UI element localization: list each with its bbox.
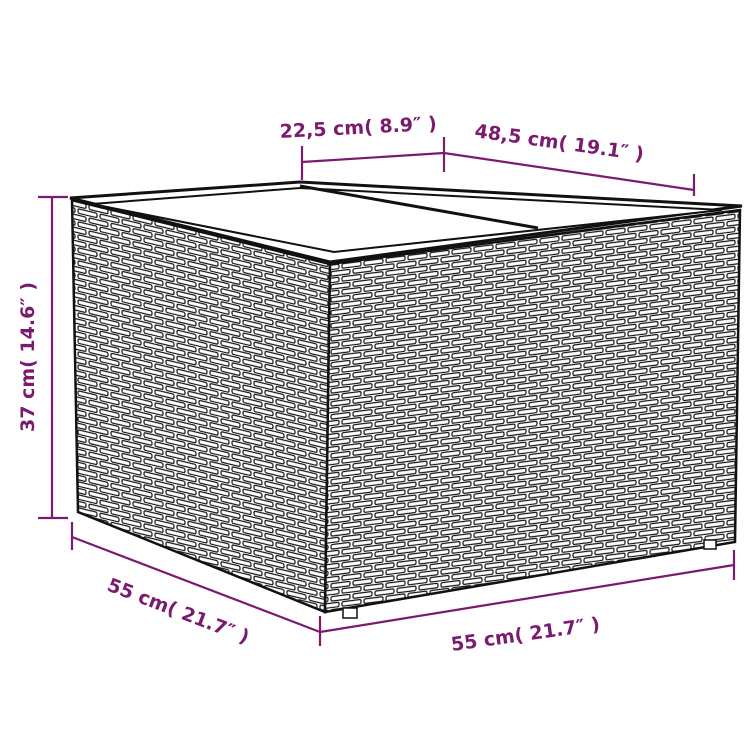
dimension-bottom-right-width: 55 cm( 21.7″ ) [450, 613, 602, 656]
glass-top [91, 186, 723, 254]
dimension-top-right-depth: 48,5 cm( 19.1″ ) [473, 120, 645, 166]
dimension-lines [38, 137, 736, 646]
dimension-top-left-width: 22,5 cm( 8.9″ ) [279, 113, 437, 143]
dimension-bottom-left-depth: 55 cm( 21.7″ ) [104, 574, 252, 648]
dimension-height: 37 cm( 14.6″ ) [17, 282, 39, 432]
left-face [70, 198, 332, 614]
foot [703, 539, 717, 550]
foot [342, 607, 358, 619]
glass-split [299, 184, 539, 230]
right-face [323, 208, 742, 614]
